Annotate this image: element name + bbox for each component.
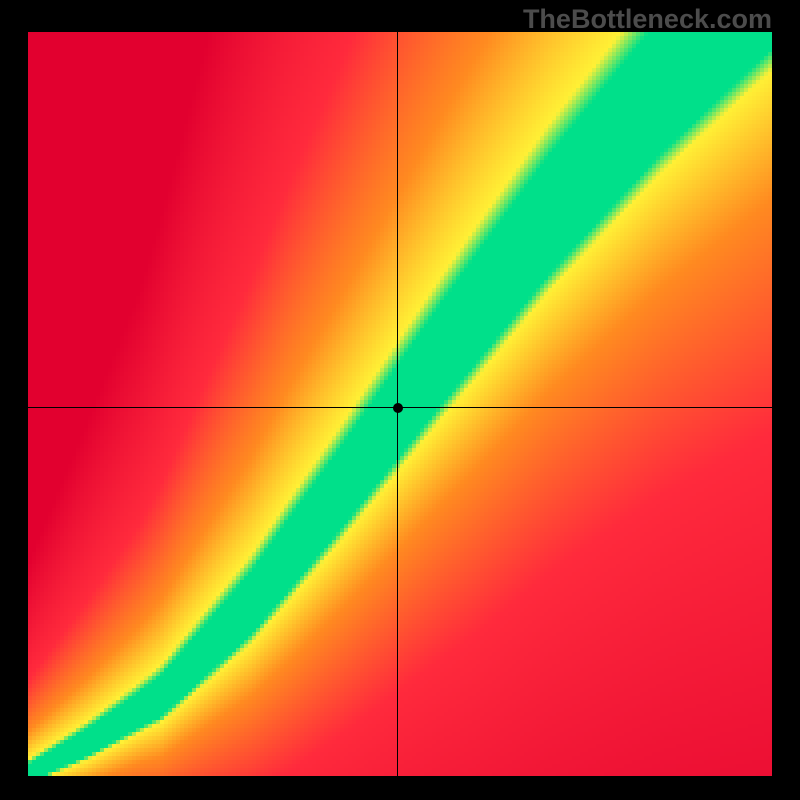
watermark: TheBottleneck.com — [523, 4, 772, 35]
marker-dot — [393, 403, 403, 413]
